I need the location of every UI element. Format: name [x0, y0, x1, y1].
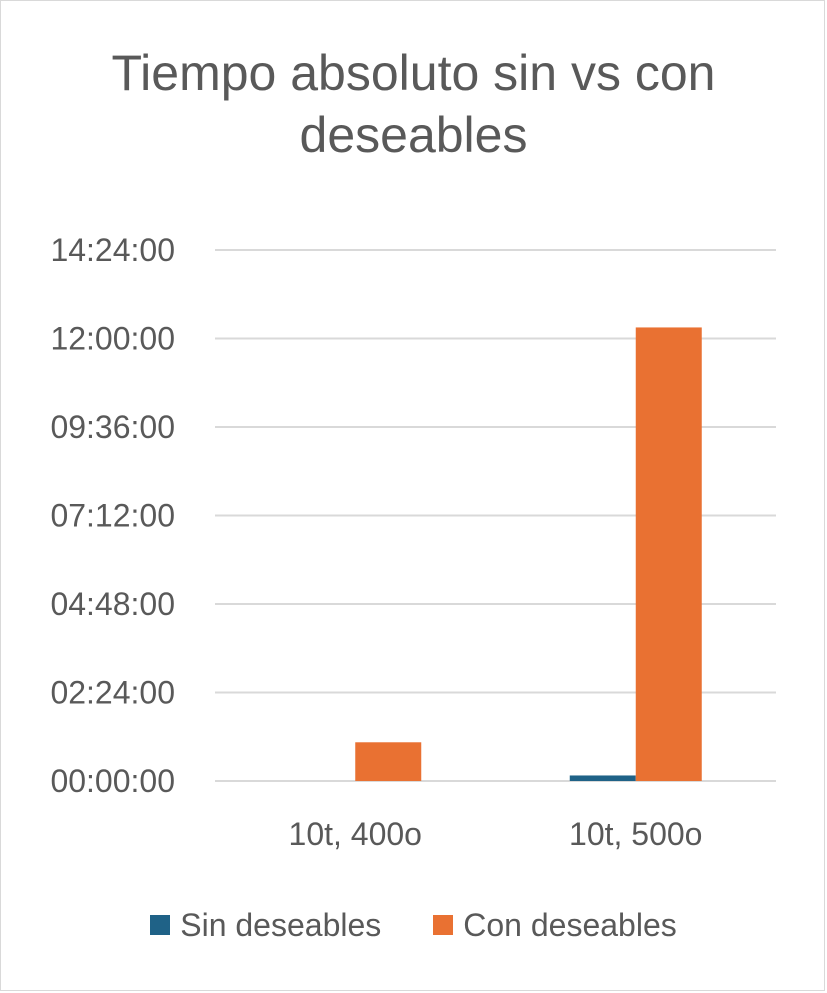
bar-con-deseables-2	[635, 327, 702, 781]
legend-label-sin-deseables: Sin deseables	[180, 906, 382, 943]
y-tick-label: 09:36:00	[50, 409, 175, 445]
y-tick-label: 02:24:00	[50, 675, 175, 711]
chart-title: Tiempo absoluto sin vs con deseables	[111, 45, 716, 163]
y-tick-label: 00:00:00	[50, 763, 175, 799]
legend-label-con-deseables: Con deseables	[463, 906, 677, 943]
bar-con-deseables-1	[355, 742, 422, 781]
y-tick-label: 14:24:00	[50, 232, 175, 268]
y-tick-label: 04:48:00	[50, 586, 175, 622]
y-tick-label: 12:00:00	[50, 321, 175, 357]
legend-swatch-sin-deseables	[150, 915, 171, 935]
bar-sin-deseables-2	[569, 775, 636, 781]
chart-legend: Sin deseables Con deseables	[0, 902, 827, 948]
x-category-label: 10t, 500o	[569, 816, 702, 852]
legend-item-con-deseables: Con deseables	[433, 906, 677, 944]
legend-swatch-con-deseables	[433, 915, 454, 935]
y-tick-label: 07:12:00	[50, 498, 175, 534]
legend-item-sin-deseables: Sin deseables	[150, 907, 381, 944]
x-category-label: 10t, 400o	[289, 816, 422, 852]
